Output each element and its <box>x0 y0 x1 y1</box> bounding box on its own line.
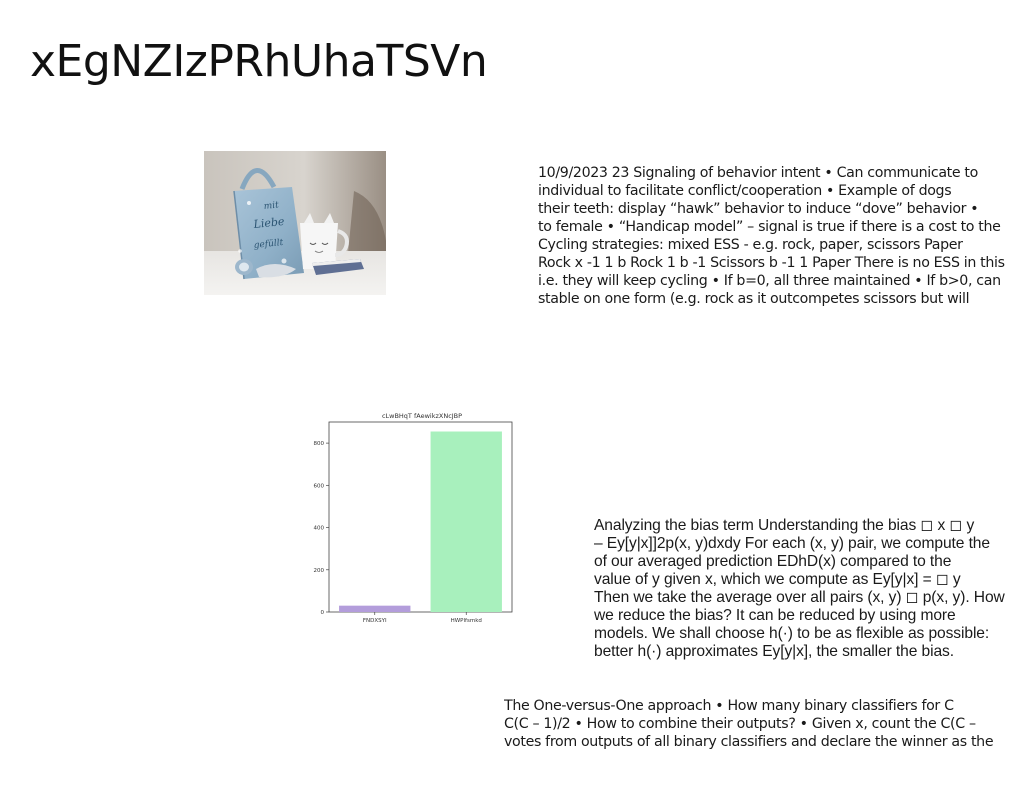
text-line: models. We shall choose h(·) to be as fl… <box>594 625 990 642</box>
text-line: stable on one form (e.g. rock as it outc… <box>538 291 970 307</box>
bar-chart: cLwBHqT fAewikzXNcJBP 0 200 400 600 800 FNDXS… <box>300 404 530 634</box>
text-line: – Ey[y|x]]2p(x, y)dxdy For each (x, y) p… <box>594 535 990 552</box>
text-line: Cycling strategies: mixed ESS - e.g. roc… <box>538 237 963 253</box>
text-block-bias: Analyzing the bias term Understanding th… <box>594 517 1016 661</box>
x-tick-label: FNDXSYI <box>363 618 387 624</box>
photo-illustration: mit Liebe gefüllt <box>204 151 386 295</box>
text-line: to female • “Handicap model” – signal is… <box>538 219 1001 235</box>
y-tick-label: 600 <box>314 483 325 489</box>
text-line: C(C – 1)/2 • How to combine their output… <box>504 716 976 732</box>
text-line: their teeth: display “hawk” behavior to … <box>538 201 979 217</box>
text-line: i.e. they will keep cycling • If b=0, al… <box>538 273 1001 289</box>
bag-text-line-1: mit <box>263 200 279 212</box>
tote-bag-and-mug-photo: mit Liebe gefüllt <box>204 151 386 295</box>
text-line: we reduce the bias? It can be reduced by… <box>594 607 956 624</box>
page-title: xEgNZIzPRhUhaTSVn <box>30 36 488 87</box>
text-line: Then we take the average over all pairs … <box>594 589 1005 606</box>
text-line: Rock x -1 1 b Rock 1 b -1 Scissors b -1 … <box>538 255 1005 271</box>
text-line: 10/9/2023 23 Signaling of behavior inten… <box>538 165 978 181</box>
text-block-one-versus-one: The One-versus-One approach • How many b… <box>504 697 1014 751</box>
y-tick-label: 400 <box>314 526 325 532</box>
y-tick-label: 200 <box>314 568 325 574</box>
text-block-signaling: 10/9/2023 23 Signaling of behavior inten… <box>538 164 1024 308</box>
bar-chart-svg: cLwBHqT fAewikzXNcJBP 0 200 400 600 800 FNDXS… <box>314 412 513 624</box>
chart-title: cLwBHqT fAewikzXNcJBP <box>382 412 462 420</box>
bar-FNDXSYI <box>339 605 411 612</box>
bag-text-line-3: gefüllt <box>253 238 284 251</box>
text-line: The One-versus-One approach • How many b… <box>504 698 954 714</box>
chart-axes-frame <box>328 421 513 613</box>
text-line: of our averaged prediction EDhD(x) compa… <box>594 553 952 570</box>
bar-HWPlfsmkd <box>430 431 502 612</box>
text-line: value of y given x, which we compute as … <box>594 571 961 588</box>
text-line: better h(·) approximates Ey[y|x], the sm… <box>594 643 954 660</box>
x-tick-label: HWPlfsmkd <box>451 618 482 624</box>
text-line: Analyzing the bias term Understanding th… <box>594 517 975 534</box>
text-line: votes from outputs of all binary classif… <box>504 734 994 750</box>
y-tick-label: 0 <box>321 610 325 616</box>
y-tick-label: 800 <box>314 441 325 447</box>
chart-plot-area: 0 200 400 600 800 FNDXSYI HWPlfsmkd <box>314 421 513 624</box>
bag-text-line-2: Liebe <box>252 215 286 231</box>
text-line: individual to facilitate conflict/cooper… <box>538 183 952 199</box>
